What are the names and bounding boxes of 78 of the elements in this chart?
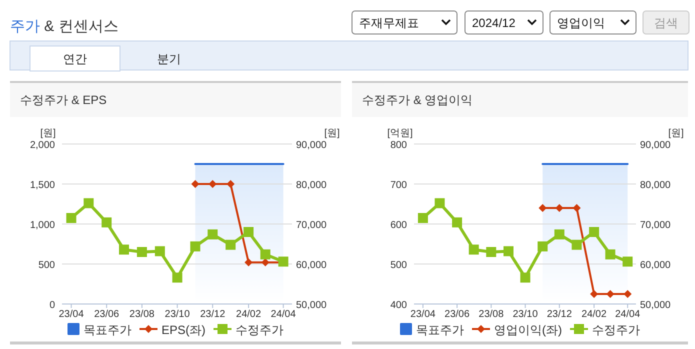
x-tick-label: 23/10 [164, 309, 190, 320]
point [208, 229, 218, 240]
point [118, 244, 129, 255]
text: 2024/12 [472, 16, 516, 30]
point [520, 272, 530, 283]
point [486, 247, 496, 257]
y2-axis-title: [원] [668, 128, 684, 139]
y-axis-title: [원] [40, 128, 56, 139]
y-tick-label: 500 [38, 260, 56, 271]
point [622, 256, 633, 267]
y-tick-label: 500 [390, 260, 408, 271]
text: 주재무제표 [359, 16, 419, 30]
legend-label: 목표주가 [83, 323, 132, 337]
x-tick-label: 24/02 [236, 309, 262, 320]
point [538, 241, 548, 252]
y2-tick-label: 60,000 [296, 260, 328, 271]
x-tick-label: 23/12 [546, 309, 572, 320]
point [468, 244, 479, 255]
x-tick-label: 23/12 [200, 309, 226, 320]
legend-label: 목표주가 [416, 323, 464, 337]
x-tick-label: 23/08 [478, 309, 504, 320]
point [504, 246, 514, 256]
y-tick-label: 0 [49, 300, 56, 311]
point [84, 198, 94, 208]
y-tick-label: 700 [390, 180, 408, 191]
x-tick-label: 23/10 [512, 309, 538, 320]
y2-tick-label: 80,000 [640, 180, 672, 191]
legend-label: 수정주가 [236, 323, 284, 337]
y2-tick-label: 80,000 [296, 180, 328, 191]
chart-title: 수정주가 & 영업이익 [362, 93, 473, 107]
point [434, 198, 445, 208]
y-axis-title: [억원] [387, 128, 413, 139]
point [154, 246, 165, 256]
chart-title: 수정주가 & EPS [20, 93, 107, 107]
point [260, 249, 270, 260]
x-tick-label: 24/04 [615, 309, 641, 320]
x-tick-label: 23/04 [58, 309, 84, 320]
point [102, 217, 112, 228]
x-tick-label: 24/04 [270, 309, 296, 320]
x-tick-label: 24/02 [582, 309, 608, 320]
y-tick-label: 600 [390, 220, 408, 231]
text: 주가 & 컨센서스 [10, 18, 118, 35]
point [226, 240, 236, 250]
y-tick-label: 2,000 [30, 140, 56, 151]
point [244, 227, 254, 237]
point [190, 241, 200, 252]
y2-tick-label: 90,000 [640, 140, 672, 151]
point [605, 249, 616, 260]
y2-tick-label: 60,000 [640, 260, 672, 271]
x-tick-label: 23/06 [94, 309, 120, 320]
legend-label: 영업이익(좌) [494, 323, 562, 337]
point [452, 217, 462, 228]
text: 영업이익 [557, 16, 605, 30]
x-tick-label: 23/04 [410, 309, 436, 320]
x-tick-label: 23/08 [129, 309, 155, 320]
y2-tick-label: 70,000 [640, 220, 672, 231]
point [172, 272, 182, 283]
y2-tick-label: 50,000 [640, 300, 672, 311]
y-tick-label: 400 [390, 300, 408, 311]
y-tick-label: 1,500 [30, 180, 56, 191]
y-tick-label: 1,000 [30, 220, 56, 231]
legend-label: 수정주가 [592, 323, 640, 337]
y2-axis-title: [원] [324, 128, 340, 139]
point [554, 229, 564, 240]
y-tick-label: 800 [390, 140, 408, 151]
point [589, 227, 600, 237]
text: 검색 [654, 16, 678, 30]
x-tick-label: 23/06 [444, 309, 470, 320]
point [66, 213, 76, 223]
point [136, 247, 147, 257]
text: 분기 [157, 52, 181, 66]
y2-tick-label: 70,000 [296, 220, 328, 231]
point [572, 240, 582, 250]
point [418, 213, 428, 223]
y2-tick-label: 90,000 [296, 140, 328, 151]
y2-tick-label: 50,000 [296, 300, 328, 311]
legend-label: EPS(좌) [161, 323, 206, 337]
text: 연간 [63, 52, 87, 66]
